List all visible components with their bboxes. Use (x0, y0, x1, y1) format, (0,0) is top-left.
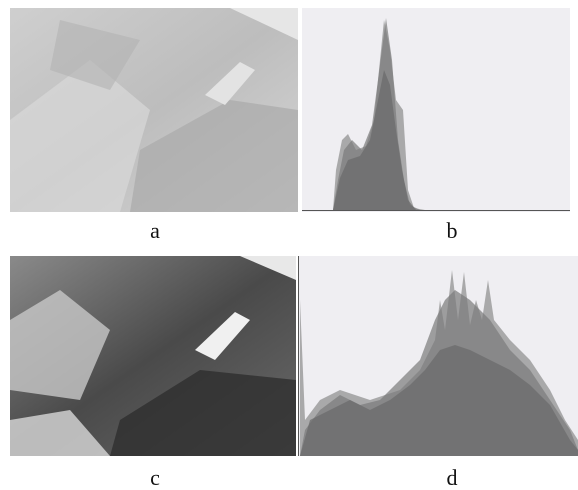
photo-a (10, 8, 298, 212)
panel-label: d (447, 465, 458, 490)
panel-label: b (447, 218, 458, 243)
panel-label: c (150, 465, 160, 490)
photo-c (10, 256, 296, 456)
histogram-b (302, 8, 570, 212)
histogram-d (298, 256, 578, 456)
figure: a b c d (0, 0, 578, 490)
panel-label: a (150, 218, 160, 243)
